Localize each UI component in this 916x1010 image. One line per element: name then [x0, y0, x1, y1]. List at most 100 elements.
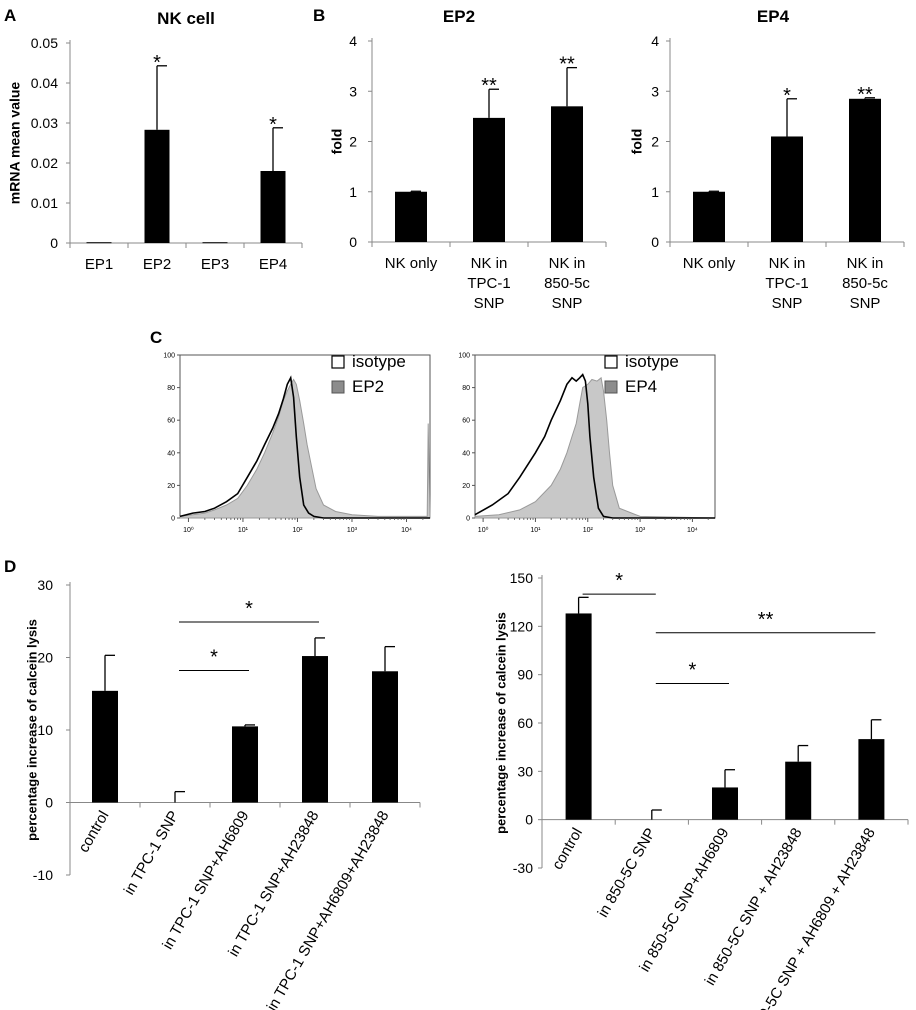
- y-tick-label: 60: [167, 418, 175, 425]
- y-axis-label: mRNA mean value: [7, 82, 23, 205]
- y-tick-label: 60: [462, 418, 470, 425]
- y-tick-label: 40: [462, 450, 470, 457]
- chart-title: EP4: [757, 7, 790, 26]
- significance-star: *: [269, 114, 277, 136]
- y-tick-label: -30: [513, 860, 533, 876]
- panel-label-b: B: [313, 6, 325, 25]
- category-label-line: NK only: [683, 255, 736, 272]
- category-label-line: NK in: [769, 255, 806, 272]
- bar: [232, 726, 258, 803]
- y-tick-label: 4: [349, 33, 357, 49]
- legend-swatch-marker: [331, 380, 345, 394]
- x-tick-label: 10¹: [238, 527, 249, 534]
- panel-label-c: C: [150, 328, 162, 347]
- y-tick-label: 0: [171, 516, 175, 523]
- chart-c-ep2-histogram: 0 20 40 60 80 100 10⁰ 10¹ 10² 10³ 10⁴ isotype EP2: [163, 352, 431, 534]
- panel-label-d: D: [4, 557, 16, 576]
- x-tick-label: 10¹: [530, 527, 541, 534]
- y-tick-label: -10: [33, 867, 53, 883]
- y-tick-label: 80: [167, 385, 175, 392]
- y-tick-label: 150: [510, 570, 534, 586]
- x-tick-label: 10⁴: [687, 527, 698, 534]
- y-tick-label: 100: [163, 353, 175, 360]
- legend-swatch-isotype: [604, 355, 618, 369]
- category-label-line: NK only: [385, 255, 438, 272]
- category-label: in TPC-1 SNP: [121, 808, 183, 898]
- y-tick-label: 0.05: [31, 35, 58, 51]
- bar: [551, 106, 583, 242]
- significance-star: *: [210, 647, 218, 669]
- bar: [260, 171, 286, 243]
- y-tick-label: 1: [349, 184, 357, 200]
- significance-star: *: [783, 85, 791, 107]
- significance-star: **: [559, 54, 575, 76]
- chart-d-tpc1-lysis: percentage increase of calcein lysis -10 0…: [24, 577, 421, 1010]
- bar: [86, 242, 112, 244]
- bar: [849, 98, 881, 242]
- y-tick-label: 10: [37, 722, 53, 738]
- x-tick-label: 10⁴: [401, 527, 412, 534]
- significance-star: **: [758, 609, 774, 631]
- x-tick-label: 10³: [635, 527, 646, 534]
- y-tick-label: 1: [651, 184, 659, 200]
- x-tick-label: 10²: [292, 527, 303, 534]
- bar: [565, 613, 592, 820]
- bar: [92, 690, 118, 803]
- y-tick-label: 0.02: [31, 155, 58, 171]
- x-tick-label: 10³: [347, 527, 358, 534]
- y-tick-label: 0: [349, 234, 357, 250]
- y-tick-label: 3: [651, 83, 659, 99]
- y-tick-label: 100: [458, 353, 470, 360]
- chart-d-850-5c-lysis: percentage increase of calcein lysis -30 0…: [493, 570, 909, 1010]
- x-tick-label: 10²: [583, 527, 594, 534]
- chart-b-ep4-fold: EP4 fold 0 1 2 3 4 NK only * NK in TPC-1 SNP ** NK in…: [629, 7, 905, 312]
- y-axis-label: fold: [329, 129, 345, 155]
- bar: [771, 136, 803, 242]
- y-axis-label: percentage increase of calcein lysis: [493, 612, 508, 834]
- bar: [302, 656, 328, 803]
- category-label: in 850-5C SNP + AH6809 + AH23848: [740, 825, 879, 1010]
- category-label: in 850-5C SNP: [595, 825, 660, 920]
- legend-label-marker: EP2: [352, 377, 384, 396]
- legend-swatch-marker: [604, 380, 618, 394]
- y-tick-label: 120: [510, 618, 534, 634]
- category-label: control: [75, 808, 112, 855]
- significance-star: *: [153, 52, 161, 74]
- y-axis-label: fold: [629, 129, 645, 155]
- category-label-line: NK in: [847, 255, 884, 272]
- chart-b-ep2-fold: EP2 fold 0 1 2 3 4 NK only ** NK in TPC-1 SNP ** NK i…: [329, 7, 607, 312]
- chart-a-nk-cell: NK cell mRNA mean value 0 0.01 0.02 0.03 0.04 0…: [7, 9, 303, 273]
- bar: [144, 129, 170, 243]
- category-label-line: 850-5c: [842, 275, 888, 292]
- significance-star: **: [481, 75, 497, 97]
- bar: [395, 191, 427, 242]
- y-tick-label: 60: [517, 715, 533, 731]
- y-tick-label: 20: [37, 650, 53, 666]
- chart-title: NK cell: [157, 9, 215, 28]
- marker-histogram: [179, 378, 431, 519]
- y-tick-label: 30: [517, 763, 533, 779]
- y-tick-label: 2: [651, 134, 659, 150]
- legend-label-isotype: isotype: [625, 352, 679, 371]
- category-label: EP3: [201, 256, 229, 273]
- bar: [202, 242, 228, 244]
- bar: [858, 739, 885, 820]
- category-label-line: SNP: [772, 295, 803, 312]
- bar: [785, 761, 812, 820]
- bar: [693, 191, 725, 242]
- category-label-line: TPC-1: [765, 275, 808, 292]
- y-tick-label: 0: [466, 516, 470, 523]
- y-tick-label: 40: [167, 450, 175, 457]
- y-tick-label: 0.01: [31, 195, 58, 211]
- significance-star: *: [245, 598, 253, 620]
- chart-title: EP2: [443, 7, 475, 26]
- y-tick-label: 2: [349, 134, 357, 150]
- category-label: EP2: [143, 256, 171, 273]
- y-tick-label: 0: [50, 235, 58, 251]
- category-label: in TPC-1 SNP+AH6809+AH23848: [264, 808, 393, 1010]
- significance-star: *: [615, 570, 623, 592]
- category-label: control: [549, 825, 586, 872]
- legend-label-marker: EP4: [625, 377, 657, 396]
- y-tick-label: 20: [462, 483, 470, 490]
